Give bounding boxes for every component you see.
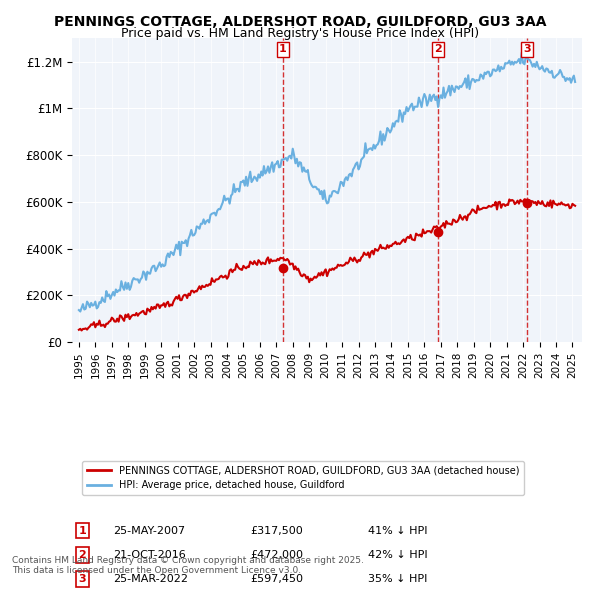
Text: 1: 1 bbox=[279, 44, 287, 54]
Text: 3: 3 bbox=[79, 574, 86, 584]
Text: £317,500: £317,500 bbox=[251, 526, 303, 536]
Text: £597,450: £597,450 bbox=[251, 574, 304, 584]
Text: 25-MAR-2022: 25-MAR-2022 bbox=[113, 574, 188, 584]
Text: 2: 2 bbox=[79, 550, 86, 560]
Text: 42% ↓ HPI: 42% ↓ HPI bbox=[368, 550, 427, 560]
Text: 1: 1 bbox=[79, 526, 86, 536]
Text: 2: 2 bbox=[434, 44, 442, 54]
Text: 25-MAY-2007: 25-MAY-2007 bbox=[113, 526, 185, 536]
Text: 3: 3 bbox=[523, 44, 530, 54]
Text: Contains HM Land Registry data © Crown copyright and database right 2025.
This d: Contains HM Land Registry data © Crown c… bbox=[12, 556, 364, 575]
Legend: PENNINGS COTTAGE, ALDERSHOT ROAD, GUILDFORD, GU3 3AA (detached house), HPI: Aver: PENNINGS COTTAGE, ALDERSHOT ROAD, GUILDF… bbox=[82, 461, 524, 496]
Text: 41% ↓ HPI: 41% ↓ HPI bbox=[368, 526, 427, 536]
Text: 21-OCT-2016: 21-OCT-2016 bbox=[113, 550, 185, 560]
Text: PENNINGS COTTAGE, ALDERSHOT ROAD, GUILDFORD, GU3 3AA: PENNINGS COTTAGE, ALDERSHOT ROAD, GUILDF… bbox=[54, 15, 546, 29]
Text: 35% ↓ HPI: 35% ↓ HPI bbox=[368, 574, 427, 584]
Text: £472,000: £472,000 bbox=[251, 550, 304, 560]
Text: Price paid vs. HM Land Registry's House Price Index (HPI): Price paid vs. HM Land Registry's House … bbox=[121, 27, 479, 40]
